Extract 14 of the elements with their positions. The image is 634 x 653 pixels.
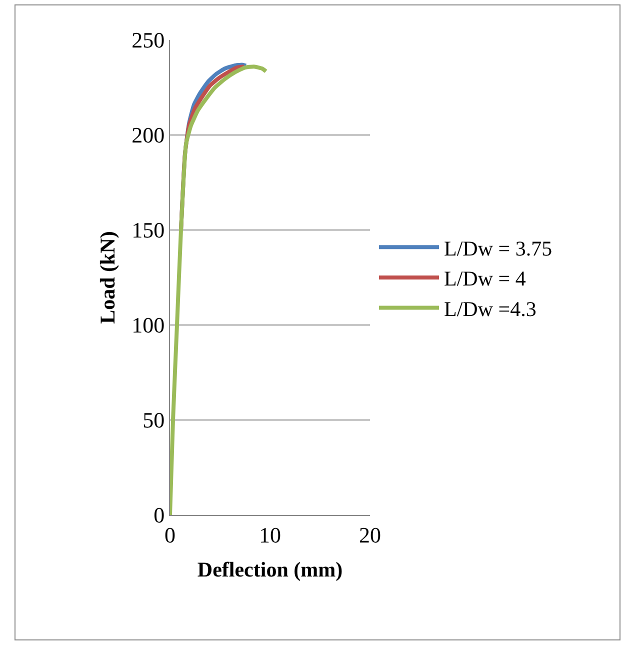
y-tick-label: 100	[132, 312, 165, 338]
line-series	[170, 64, 268, 515]
y-tick-label: 50	[142, 408, 165, 433]
x-tick-label: 10	[259, 522, 281, 548]
x-axis-title: Deflection (mm)	[197, 558, 343, 582]
x-tick-label: 20	[359, 522, 381, 548]
y-tick-label: 150	[132, 218, 165, 243]
y-tick-label: 250	[132, 28, 165, 53]
legend-label: L/Dw = 4	[444, 266, 526, 291]
y-axis-title: Load (kN)	[96, 231, 120, 324]
legend-label: L/Dw = 3.75	[444, 236, 552, 260]
y-tick-label: 0	[154, 502, 165, 528]
legend-label: L/Dw =4.3	[444, 296, 536, 321]
y-tick-label: 200	[132, 122, 165, 148]
